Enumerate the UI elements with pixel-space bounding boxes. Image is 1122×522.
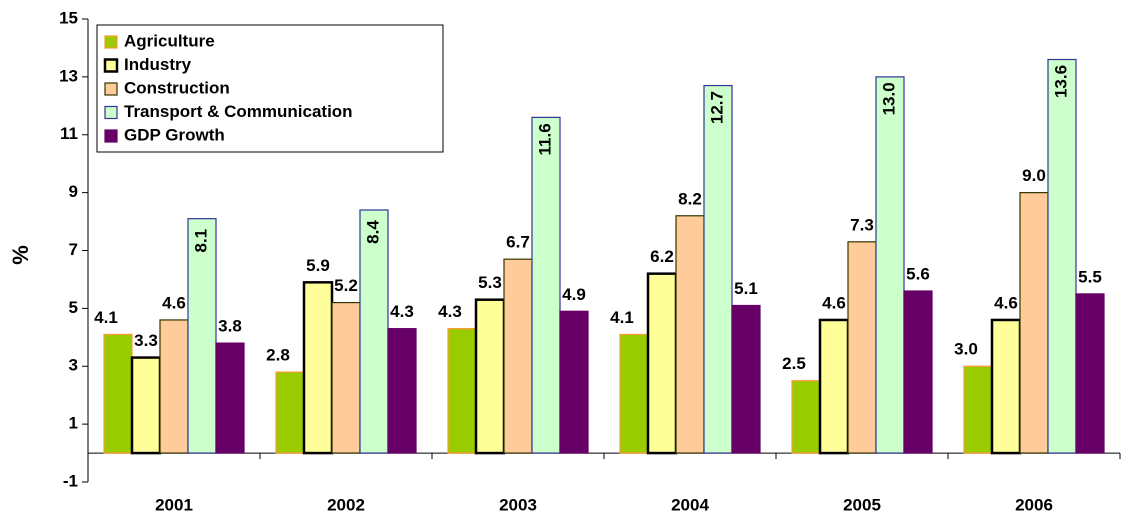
x-tick-label: 2001 — [155, 495, 193, 514]
value-label: 4.1 — [610, 308, 634, 327]
value-label: 8.4 — [363, 220, 382, 244]
y-tick-label: 1 — [69, 414, 78, 433]
value-label: 9.0 — [1022, 166, 1046, 185]
bar — [474, 298, 506, 455]
legend-label: GDP Growth — [124, 125, 225, 144]
value-label: 3.0 — [954, 340, 978, 359]
value-label: 5.9 — [306, 256, 330, 275]
legend-swatch — [104, 129, 118, 143]
legend-swatch — [104, 105, 118, 120]
value-label: 3.8 — [218, 317, 242, 336]
x-tick-label: 2005 — [843, 495, 881, 514]
value-label: 5.3 — [478, 273, 502, 292]
value-label: 4.9 — [562, 285, 586, 304]
legend-label: Transport & Communication — [124, 102, 353, 121]
y-axis-label: % — [8, 245, 33, 265]
bar — [646, 272, 678, 455]
bar — [187, 218, 217, 454]
bar — [302, 281, 334, 455]
bar — [103, 333, 133, 454]
value-label: 8.1 — [191, 229, 210, 253]
bar — [503, 258, 533, 454]
legend-label: Construction — [124, 78, 230, 97]
bar — [791, 380, 821, 454]
bar — [1075, 293, 1105, 454]
bar — [387, 328, 417, 454]
bar — [963, 365, 993, 454]
x-tick-label: 2002 — [327, 495, 365, 514]
legend-label: Industry — [124, 55, 192, 74]
y-tick-label: 7 — [69, 240, 78, 259]
legend-box — [96, 24, 444, 153]
value-label: 4.1 — [94, 308, 118, 327]
value-label: 3.3 — [134, 331, 158, 350]
bar — [703, 84, 733, 454]
bar — [130, 356, 162, 455]
value-label: 12.7 — [707, 91, 726, 124]
x-tick-label: 2004 — [671, 495, 709, 514]
y-tick-label: 9 — [69, 182, 78, 201]
y-tick-label: -1 — [63, 471, 78, 490]
value-label: 7.3 — [850, 215, 874, 234]
bar — [847, 241, 877, 454]
value-label: 11.6 — [535, 123, 554, 155]
bar — [990, 318, 1022, 455]
value-label: 13.6 — [1051, 65, 1070, 98]
x-tick-label: 2003 — [499, 495, 537, 514]
value-label: 5.2 — [334, 276, 358, 295]
y-tick-label: 15 — [59, 8, 78, 27]
legend-swatch — [104, 35, 118, 49]
value-label: 6.7 — [506, 233, 530, 252]
value-label: 13.0 — [879, 82, 898, 115]
y-tick-label: 11 — [60, 124, 78, 143]
bar — [1047, 58, 1077, 454]
value-label: 4.3 — [438, 302, 462, 321]
y-tick-label: 13 — [59, 66, 78, 85]
value-label: 4.6 — [994, 293, 1018, 312]
value-label: 4.6 — [162, 293, 186, 312]
legend-swatch — [103, 58, 119, 73]
legend-label: Agriculture — [124, 31, 215, 50]
bar — [675, 215, 705, 454]
bar — [731, 304, 761, 454]
bar — [559, 310, 589, 454]
bar — [875, 76, 905, 454]
bar — [359, 209, 389, 454]
bar — [903, 290, 933, 454]
bar — [1019, 192, 1049, 454]
x-tick-label: 2006 — [1015, 495, 1053, 514]
value-label: 2.8 — [266, 346, 290, 365]
value-label: 5.6 — [906, 264, 930, 283]
bar — [215, 342, 245, 454]
bar — [619, 333, 649, 454]
bar — [531, 116, 561, 454]
y-tick-label: 3 — [69, 356, 78, 375]
value-label: 5.1 — [734, 279, 758, 298]
bar — [818, 318, 850, 455]
bar — [275, 371, 305, 454]
legend-swatch — [104, 82, 118, 96]
value-label: 2.5 — [782, 354, 806, 373]
bar — [447, 328, 477, 454]
bar — [159, 319, 189, 454]
value-label: 5.5 — [1078, 267, 1102, 286]
value-label: 4.6 — [822, 293, 846, 312]
bar — [331, 301, 361, 454]
value-label: 6.2 — [650, 247, 674, 266]
value-label: 8.2 — [678, 189, 702, 208]
y-tick-label: 5 — [69, 298, 78, 317]
value-label: 4.3 — [390, 302, 414, 321]
